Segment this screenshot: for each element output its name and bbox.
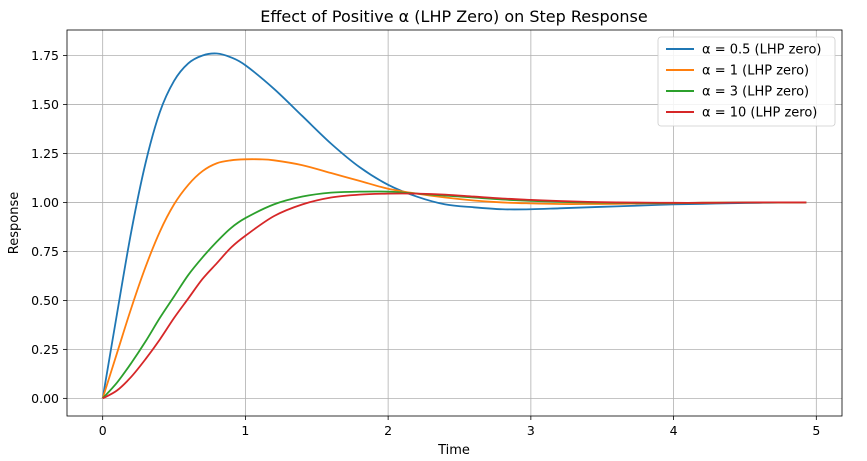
y-axis-ticks: 0.00 0.25 0.50 0.75 1.00 1.25 1.50 1.75 — [31, 48, 67, 406]
y-axis-label: Response — [7, 192, 22, 254]
y-tick-label: 1.75 — [31, 48, 59, 63]
y-tick-label: 1.25 — [31, 146, 59, 161]
series-line-3 — [102, 190, 807, 399]
legend-box — [657, 36, 836, 127]
x-tick-label: 1 — [241, 423, 249, 438]
legend-label: α = 1 (LHP zero) — [702, 64, 809, 79]
x-tick-label: 0 — [99, 423, 107, 438]
legend: α = 0.5 (LHP zero) α = 1 (LHP zero) α = 3 … — [657, 36, 836, 127]
x-tick-label: 4 — [670, 423, 678, 438]
series-line-1 — [101, 52, 807, 399]
y-tick-label: 1.50 — [31, 97, 59, 112]
legend-label: α = 10 (LHP zero) — [702, 106, 817, 121]
legend-label: α = 0.5 (LHP zero) — [702, 43, 822, 58]
y-tick-label: 0.00 — [31, 391, 59, 406]
x-axis-ticks: 0 1 2 3 4 5 — [99, 416, 820, 438]
x-tick-label: 5 — [812, 423, 820, 438]
series-lines — [101, 52, 807, 400]
y-tick-label: 0.25 — [31, 342, 59, 357]
x-tick-label: 2 — [384, 423, 392, 438]
legend-label: α = 3 (LHP zero) — [702, 85, 809, 100]
plot-frame — [66, 29, 843, 417]
x-axis-label: Time — [437, 443, 470, 458]
chart-title: Effect of Positive α (LHP Zero) on Step … — [260, 7, 647, 26]
y-tick-label: 0.50 — [31, 293, 59, 308]
series-line-4 — [102, 192, 807, 400]
y-tick-label: 1.00 — [31, 195, 59, 210]
x-tick-label: 3 — [527, 423, 535, 438]
y-tick-label: 0.75 — [31, 244, 59, 259]
